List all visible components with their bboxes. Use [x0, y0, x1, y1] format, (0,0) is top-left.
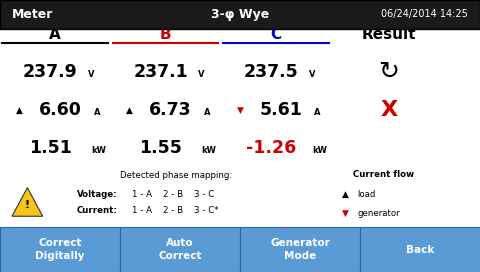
Text: ▲: ▲	[126, 106, 133, 115]
Text: !: !	[25, 200, 30, 210]
Text: Auto
Correct: Auto Correct	[158, 238, 202, 261]
Polygon shape	[12, 188, 43, 216]
Text: 06/24/2014 14:25: 06/24/2014 14:25	[381, 9, 468, 19]
Text: X: X	[380, 100, 397, 120]
Text: 1 - A    2 - B    3 - C*: 1 - A 2 - B 3 - C*	[132, 206, 218, 215]
Text: A: A	[204, 108, 211, 118]
Text: 237.9: 237.9	[23, 63, 78, 81]
Text: Voltage:: Voltage:	[77, 190, 118, 199]
Text: C: C	[270, 27, 282, 42]
Text: V: V	[309, 70, 315, 79]
Text: load: load	[358, 190, 376, 199]
Text: 6.60: 6.60	[38, 101, 82, 119]
Text: A: A	[94, 108, 100, 118]
Text: Detected phase mapping:: Detected phase mapping:	[120, 171, 232, 180]
Text: Current:: Current:	[77, 206, 118, 215]
Text: ↻: ↻	[378, 60, 399, 84]
FancyBboxPatch shape	[0, 227, 120, 272]
Text: 1.55: 1.55	[139, 139, 182, 157]
Text: Current flow: Current flow	[353, 169, 415, 179]
Text: ▲: ▲	[16, 106, 23, 115]
Text: Generator
Mode: Generator Mode	[270, 238, 330, 261]
Text: B: B	[160, 27, 171, 42]
Text: ▼: ▼	[237, 106, 243, 115]
Text: Result: Result	[361, 27, 416, 42]
Text: A: A	[49, 27, 61, 42]
Text: kW: kW	[312, 146, 327, 156]
Text: Meter: Meter	[12, 8, 53, 21]
Text: A: A	[314, 108, 321, 118]
Text: V: V	[198, 70, 205, 79]
Text: 237.5: 237.5	[244, 63, 299, 81]
FancyBboxPatch shape	[0, 0, 480, 29]
Text: 237.1: 237.1	[133, 63, 188, 81]
Text: 6.73: 6.73	[149, 101, 192, 119]
Text: Back: Back	[406, 245, 434, 255]
FancyBboxPatch shape	[120, 227, 240, 272]
Text: Correct
Digitally: Correct Digitally	[35, 238, 85, 261]
Text: kW: kW	[91, 146, 106, 156]
Text: 1 - A    2 - B    3 - C: 1 - A 2 - B 3 - C	[132, 190, 214, 199]
FancyBboxPatch shape	[240, 227, 360, 272]
FancyBboxPatch shape	[360, 227, 480, 272]
Text: 1.51: 1.51	[29, 139, 72, 157]
Text: generator: generator	[358, 209, 400, 218]
Text: 5.61: 5.61	[259, 101, 302, 119]
Text: V: V	[88, 70, 95, 79]
Text: ▲: ▲	[342, 190, 349, 199]
Text: -1.26: -1.26	[246, 139, 296, 157]
Text: kW: kW	[202, 146, 216, 156]
Text: ▼: ▼	[342, 209, 349, 218]
Text: 3-φ Wye: 3-φ Wye	[211, 8, 269, 21]
